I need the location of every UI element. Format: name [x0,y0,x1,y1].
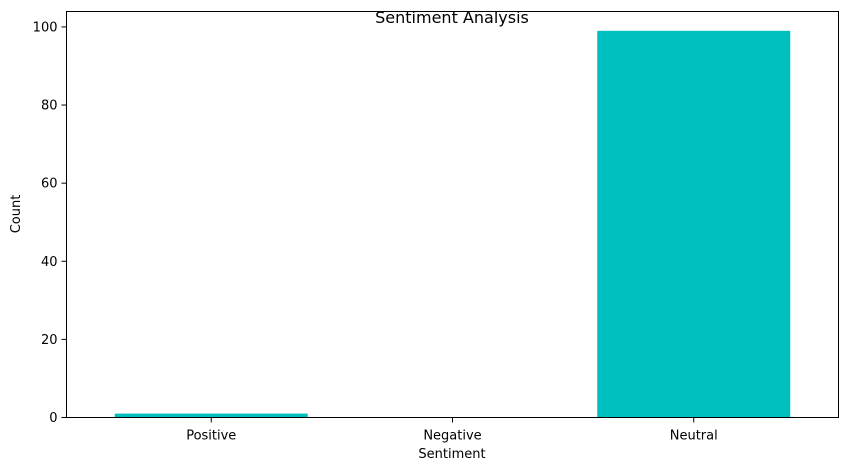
x-tick-label: Neutral [670,429,718,444]
y-axis-label: Count [9,195,24,234]
y-tick-label: 0 [49,411,57,426]
bars-group [114,30,791,418]
x-axis-ticks: Positive Negative Neutral [186,417,718,444]
y-tick-label: 60 [41,177,58,192]
y-tick-label: 40 [41,255,58,270]
bar-positive [114,413,308,418]
y-tick-label: 80 [41,99,58,114]
y-tick-label: 100 [33,20,58,35]
x-tick-label: Positive [186,429,236,444]
x-tick-label: Negative [423,429,481,444]
bar-neutral [597,30,791,418]
chart-title: Sentiment Analysis [375,8,529,27]
y-tick-label: 20 [41,333,58,348]
x-axis-label: Sentiment [418,447,485,462]
y-axis-ticks: 0 20 40 60 80 100 [33,20,67,426]
